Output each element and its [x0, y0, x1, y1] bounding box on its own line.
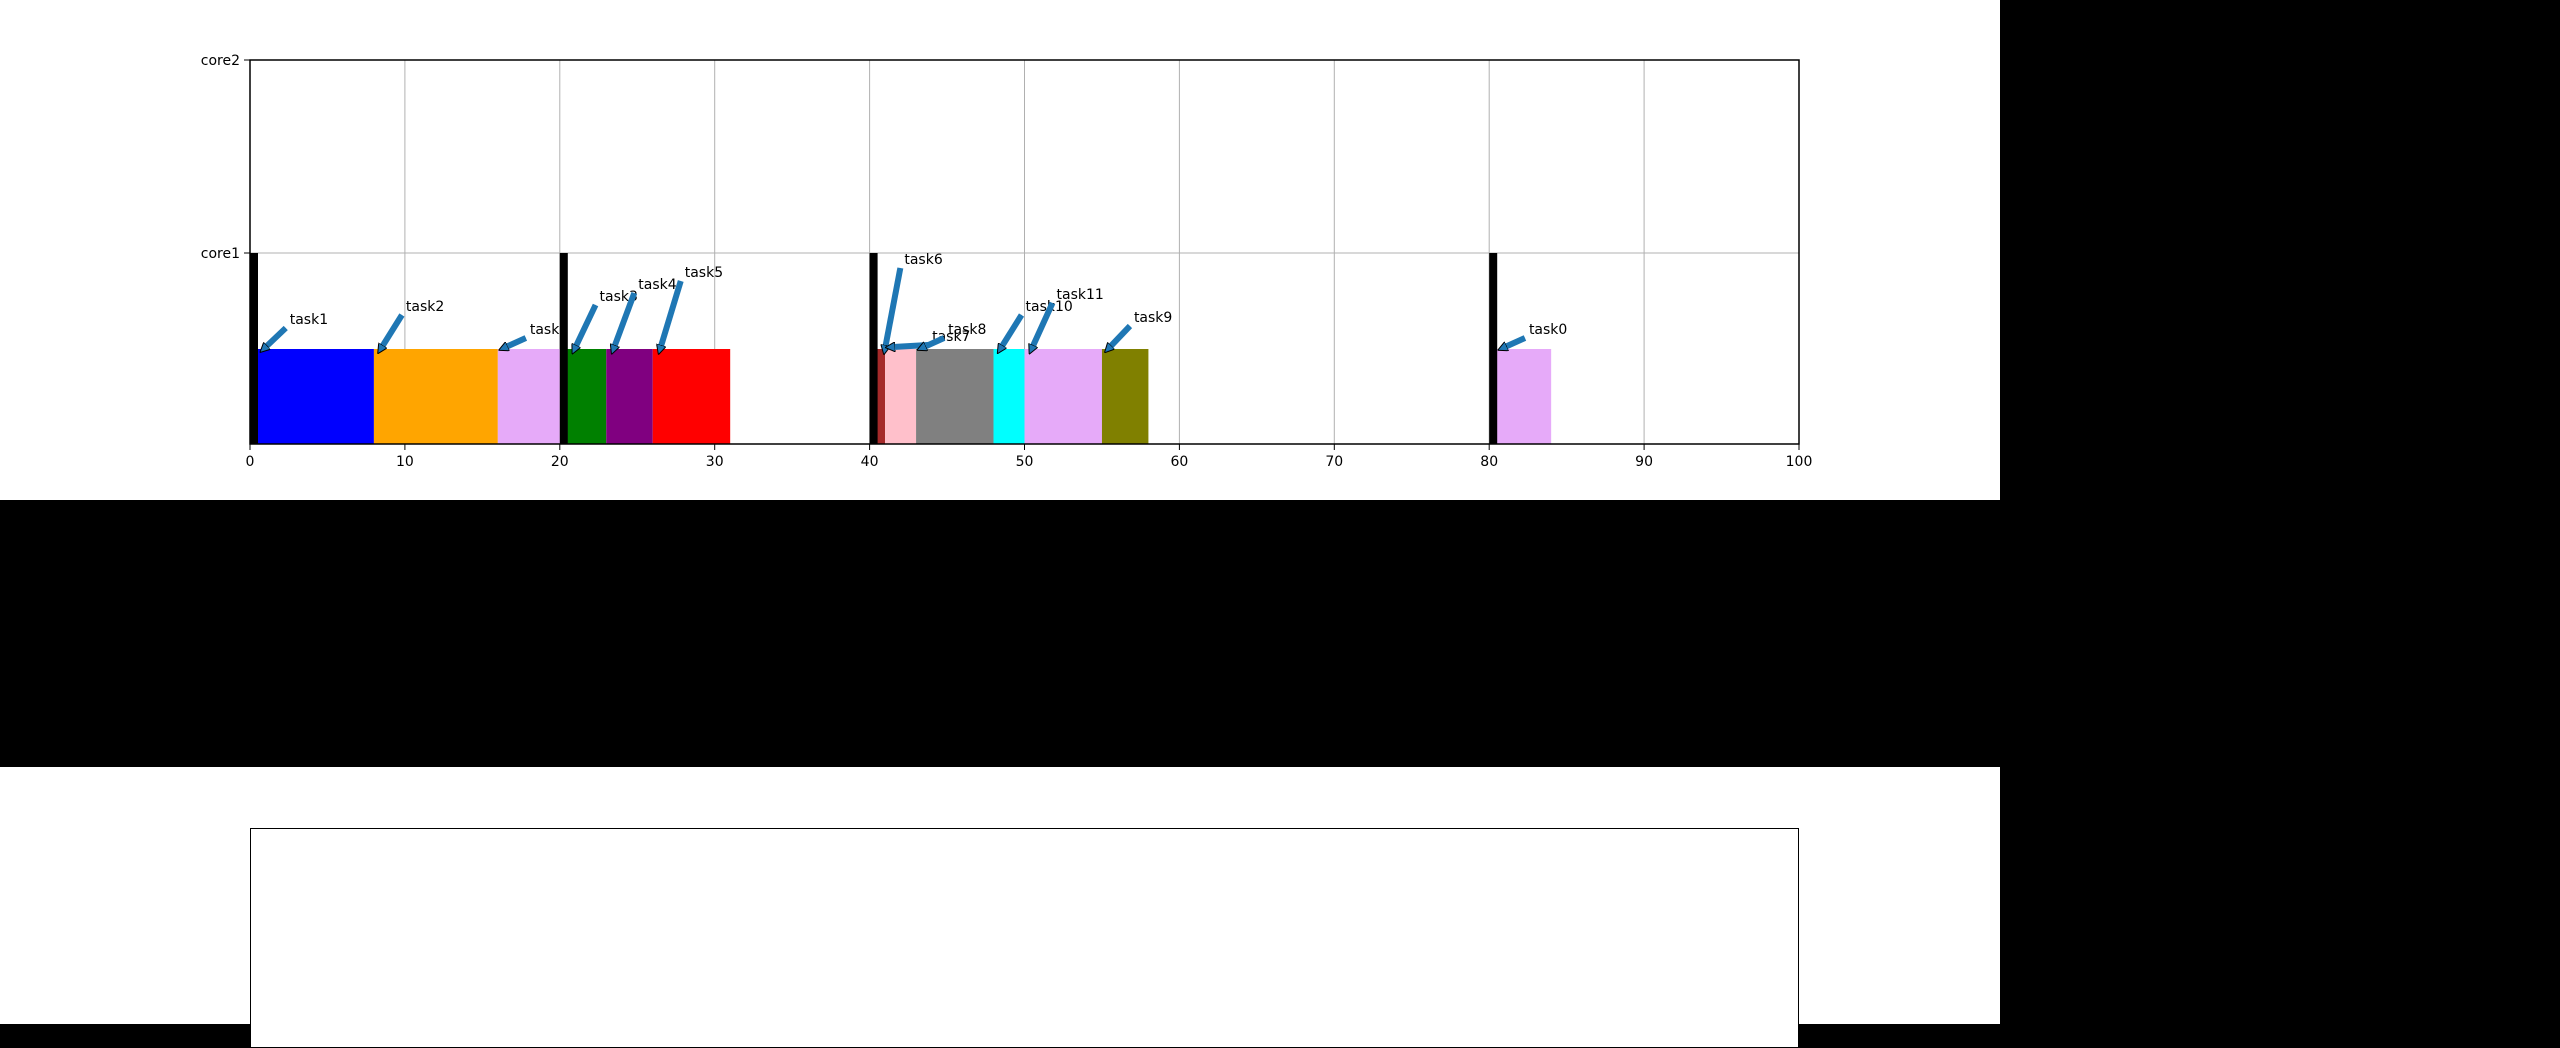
bar-task2	[373, 349, 498, 444]
annotation-arrow-head	[924, 337, 945, 347]
annotation-label: task2	[406, 299, 444, 315]
x-tick-label: 0	[246, 454, 255, 470]
bar-task10	[993, 349, 1025, 444]
annotation-arrow-head	[885, 267, 901, 347]
bar-task7	[885, 349, 917, 444]
release-marker	[559, 253, 568, 444]
gantt-chart: task1task2task0task3task4task5task6task7…	[201, 53, 1813, 470]
annotation-arrow-head	[1110, 325, 1131, 347]
annotation-label: task9	[1134, 310, 1172, 326]
annotation-label: task1	[290, 312, 328, 328]
x-tick-label: 80	[1480, 454, 1498, 470]
annotation-arrow-head	[1505, 337, 1526, 347]
bar-task5	[652, 349, 731, 444]
x-tick-label: 70	[1325, 454, 1343, 470]
bar-task6	[877, 349, 886, 444]
annotation-label: task11	[1057, 287, 1104, 303]
bar-task0	[1496, 349, 1552, 444]
release-marker	[869, 253, 878, 444]
release-marker	[1489, 253, 1498, 444]
x-tick-label: 50	[1016, 454, 1034, 470]
bar-task0	[497, 349, 560, 444]
annotation-arrow-head	[506, 337, 527, 347]
annotation-arrow-head	[1002, 314, 1022, 347]
x-tick-label: 60	[1170, 454, 1188, 470]
bar-task4	[606, 349, 653, 444]
bar-task1	[257, 349, 374, 444]
annotation-arrow-head	[382, 314, 403, 347]
bar-task3	[567, 349, 607, 444]
annotation-label: task0	[1529, 322, 1567, 338]
x-tick-label: 30	[706, 454, 724, 470]
annotation-arrow-head	[576, 304, 596, 347]
x-tick-label: 40	[861, 454, 879, 470]
annotation-arrow-head	[661, 280, 682, 347]
annotation-arrow-head	[1033, 302, 1053, 347]
x-tick-label: 20	[551, 454, 569, 470]
annotation-label: task6	[904, 252, 942, 268]
annotation-label: task4	[638, 277, 676, 293]
bar-task8	[916, 349, 994, 444]
y-tick-label: core2	[201, 53, 240, 69]
bar-task9	[1101, 349, 1149, 444]
annotation-label: task0	[530, 322, 568, 338]
annotation-label: task8	[948, 322, 986, 338]
y-tick-label: core1	[201, 246, 240, 262]
empty-axes	[250, 828, 1799, 1048]
annotation-arrow-head	[266, 327, 287, 347]
annotation-arrow-head	[614, 292, 635, 347]
x-tick-label: 100	[1786, 454, 1813, 470]
release-marker	[250, 253, 258, 444]
annotation-label: task5	[685, 265, 723, 281]
x-tick-label: 10	[396, 454, 414, 470]
x-tick-label: 90	[1635, 454, 1653, 470]
bar-task11	[1024, 349, 1102, 444]
